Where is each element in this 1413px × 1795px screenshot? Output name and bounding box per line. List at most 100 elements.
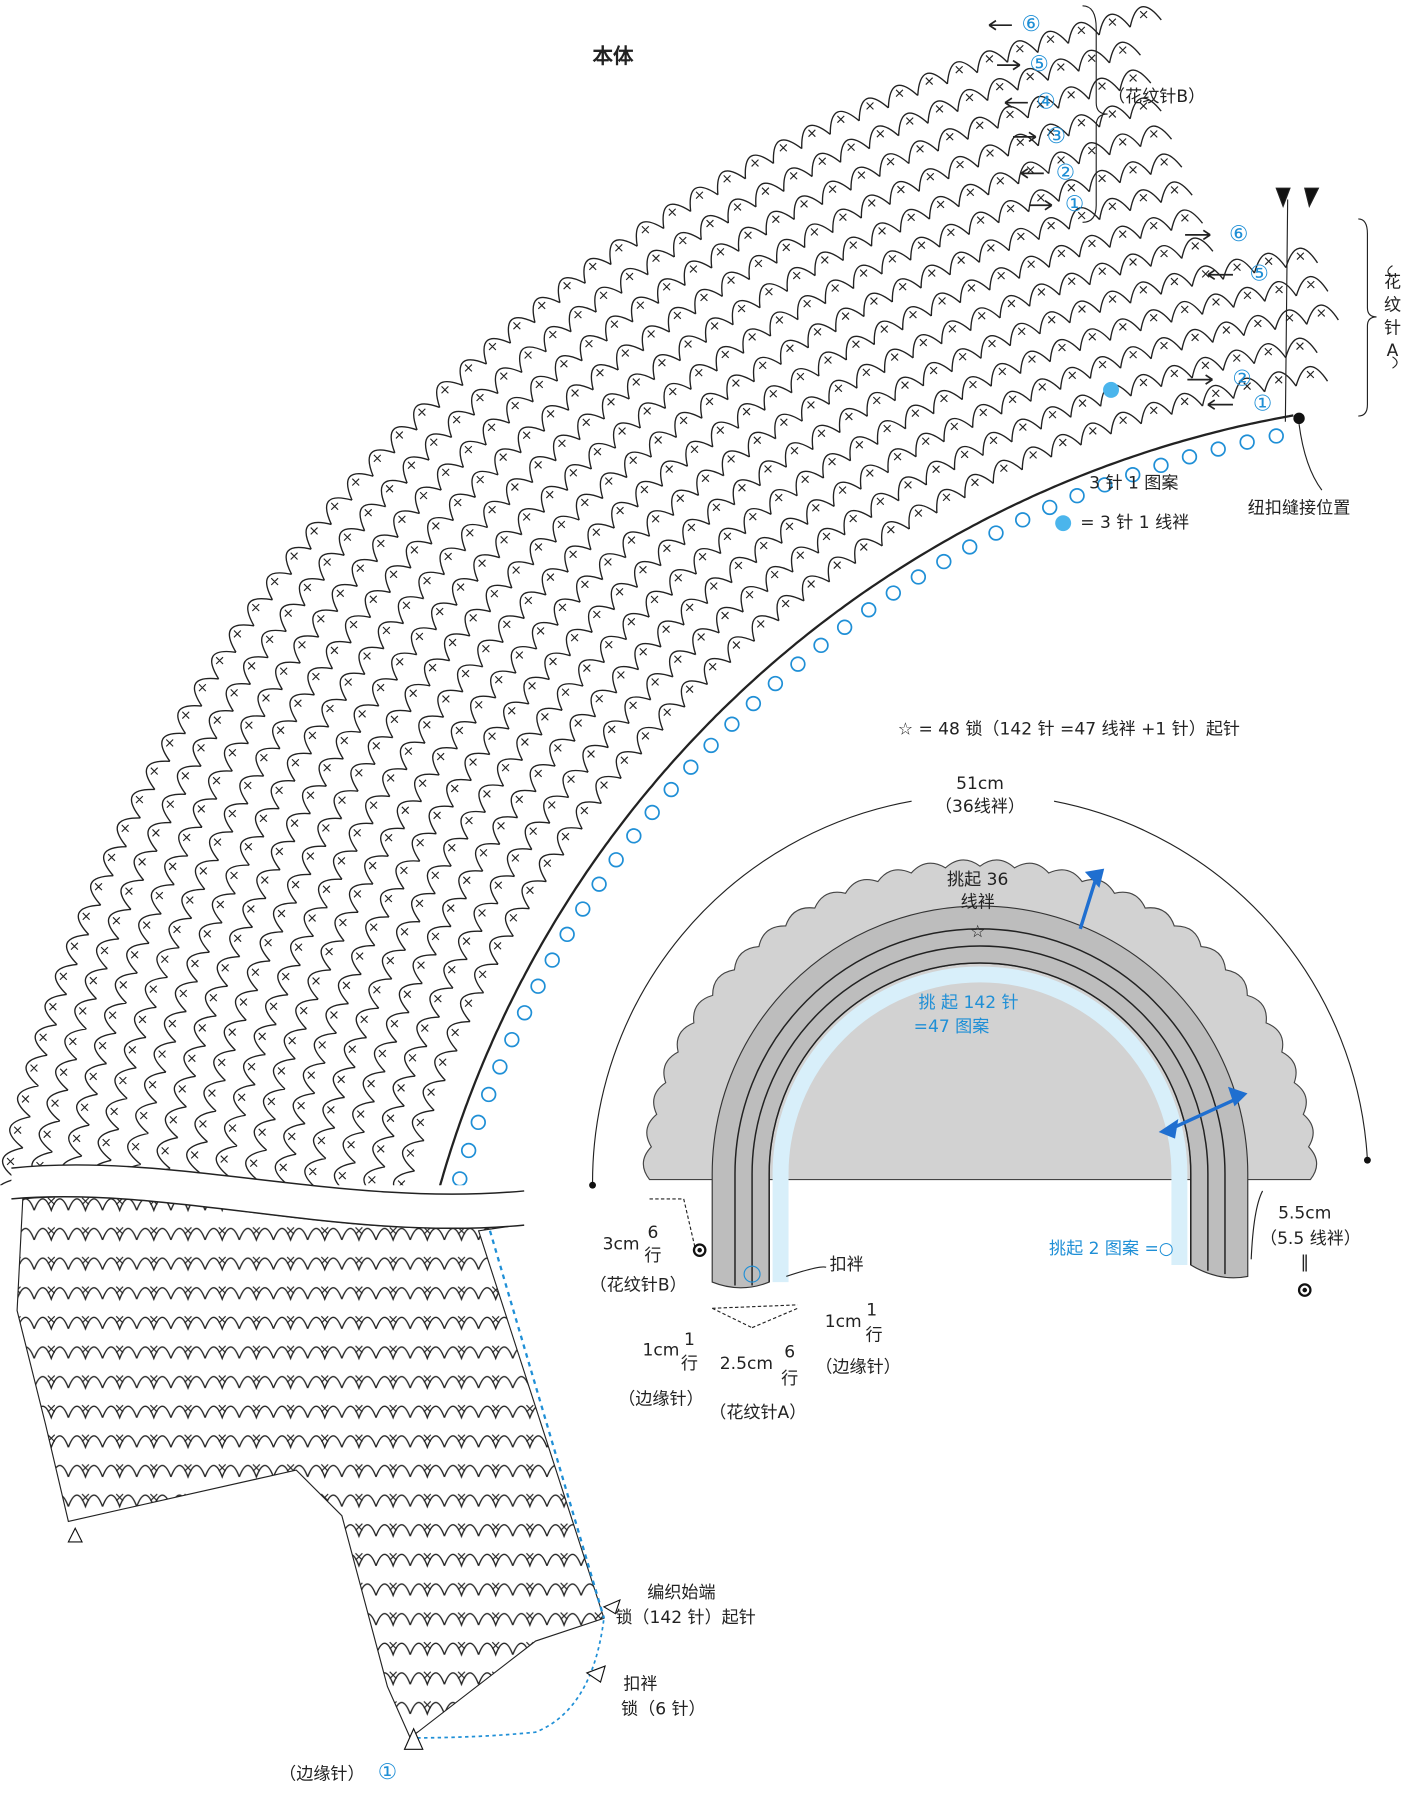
label: 本体 (593, 44, 634, 68)
edge-picot (481, 1086, 497, 1103)
mesh-row (149, 153, 1183, 1186)
edge-picot (703, 737, 719, 754)
edge-picot (936, 553, 952, 570)
label: =47 图案 (914, 1017, 990, 1037)
row-arrow (988, 19, 1012, 31)
label: 挑 起 142 针 (919, 993, 1019, 1013)
label: = 3 针 1 线袢 (1080, 513, 1189, 533)
pattern-b-area (642, 859, 1318, 1181)
edge-picot (1181, 449, 1198, 465)
label: ⑥ (1022, 12, 1041, 37)
mesh-stitches (6, 10, 1148, 1166)
label: 扣袢 (623, 1674, 657, 1694)
label: 行 (865, 1326, 882, 1346)
edge-picot (470, 1114, 486, 1131)
mesh-stitches (249, 242, 1200, 1168)
row-arrow (1207, 399, 1233, 410)
label: 1 (684, 1330, 695, 1350)
mesh-row (90, 97, 1162, 1186)
mesh-row (31, 41, 1141, 1186)
label: 行 (681, 1354, 698, 1374)
edge-picot (1042, 499, 1058, 516)
label: ‖ (1300, 1253, 1309, 1273)
brace-b (1082, 5, 1108, 223)
row-arrow (1013, 131, 1037, 143)
edge-blue (488, 1230, 606, 1619)
edge-picot (559, 926, 575, 943)
label: ① (1065, 192, 1084, 217)
edge-picot (460, 1142, 477, 1159)
label: （边缘针） (618, 1389, 703, 1409)
mesh-row (0, 6, 1162, 1186)
mesh-stitches (338, 309, 1326, 1180)
label: ⑤ (1030, 52, 1049, 77)
label: 锁（142 针）起针 (615, 1608, 756, 1628)
label: 2.5cm (720, 1354, 773, 1374)
mesh-row (119, 125, 1173, 1186)
edge-picot (608, 852, 624, 868)
mesh-row (209, 209, 1204, 1186)
dot (589, 1181, 596, 1189)
edge-picot (626, 828, 642, 844)
dot (1364, 1156, 1371, 1164)
label: 锁（6 针） (621, 1699, 706, 1719)
leader (1298, 423, 1323, 491)
label: （5.5 线袢） (1260, 1229, 1361, 1249)
label: （花纹针B） (590, 1276, 687, 1296)
mesh-stitches (183, 186, 1179, 1186)
dimension-lines (649, 1198, 798, 1329)
start-marks (67, 1526, 621, 1750)
label: ① (378, 1760, 397, 1785)
row-arrow (1207, 269, 1233, 281)
edge-picot (516, 1005, 533, 1021)
label: 1cm (825, 1312, 862, 1332)
edge-picot (1268, 428, 1284, 444)
edge-picot (530, 978, 546, 994)
mesh-row (393, 366, 1329, 1186)
dot (692, 1243, 707, 1258)
edge-picot (1125, 467, 1141, 483)
label: 花 (1384, 273, 1401, 293)
label: ③ (1047, 124, 1066, 149)
label: 挑起 36 (947, 870, 1008, 890)
edge-picot (885, 585, 902, 601)
label: （边缘针） (279, 1764, 364, 1784)
mesh-row (178, 181, 1193, 1186)
mesh-row (60, 69, 1152, 1186)
mesh-stitches (368, 342, 1304, 1184)
mesh-stitches (153, 158, 1168, 1186)
mesh-row (334, 304, 1339, 1186)
pattern-a-edge (1275, 187, 1320, 422)
parens (1387, 265, 1398, 369)
label: （花纹针A） (709, 1403, 806, 1423)
label: 6 (648, 1223, 659, 1243)
edge-picot (591, 876, 607, 892)
label: ⑥ (1229, 222, 1248, 247)
label: 挑起 2 图案 =○ (1049, 1239, 1174, 1259)
edge-picot (492, 1059, 508, 1075)
edge-band (772, 966, 1188, 1283)
upper-body (0, 6, 1339, 1186)
edge-picot (1153, 457, 1169, 474)
label: 纹 (1384, 296, 1401, 316)
label: ④ (1036, 90, 1055, 115)
button-loop (410, 1618, 605, 1739)
legend-dot (1055, 515, 1072, 532)
dot (697, 1247, 702, 1253)
label: 6 (784, 1343, 795, 1363)
label: 1 (866, 1301, 877, 1321)
label: 51cm (956, 774, 1004, 794)
row-arrow (997, 59, 1021, 71)
label: ① (1253, 392, 1272, 417)
direction-arrows (1078, 868, 1248, 1139)
foundation-chain (438, 414, 1294, 1186)
mesh-stitches (124, 130, 1158, 1182)
label: 5.5cm (1278, 1204, 1331, 1224)
label: ⑤ (1249, 262, 1268, 287)
label: ② (1056, 160, 1075, 185)
label: （边缘针） (815, 1358, 900, 1378)
edge-picot (452, 1171, 468, 1186)
mesh-row (274, 247, 1319, 1186)
label: 行 (781, 1369, 798, 1389)
